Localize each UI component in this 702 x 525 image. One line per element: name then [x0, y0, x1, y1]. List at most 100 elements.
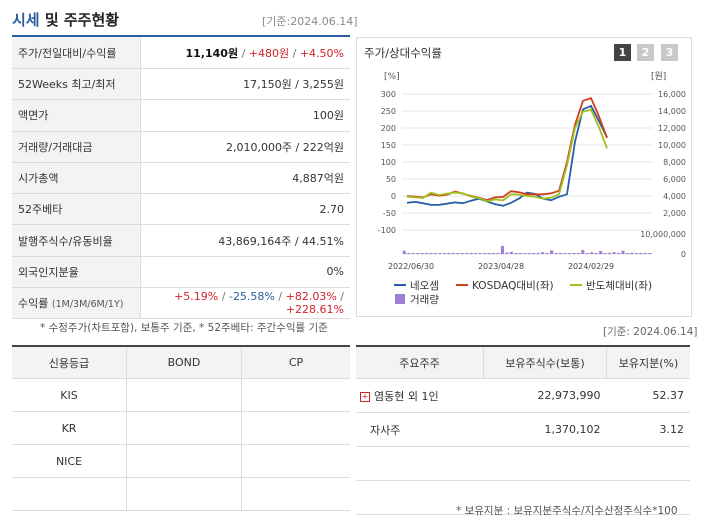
left-axis-ticks: 300 250 200 150 100 50 0 -50 -100 [378, 90, 396, 235]
reference-date: [기준:2024.06.14] [262, 15, 358, 28]
holder-header: 주요주주 [356, 346, 484, 379]
left-tick-label: 250 [381, 107, 396, 116]
volume-tick-label: 10,000,000 [640, 230, 686, 239]
quote-value: 4,887억원 [140, 162, 350, 195]
left-axis-unit: [%] [384, 72, 400, 82]
returns-label-periods: (1M/3M/6M/1Y) [51, 299, 124, 311]
right-tick-label: 8,000 [663, 158, 686, 167]
holder-name [356, 446, 484, 481]
holder-shares [483, 480, 607, 515]
volume-bar [554, 253, 558, 254]
volume-bar [451, 253, 455, 254]
left-tick-label: 0 [391, 192, 396, 201]
volume-bar [558, 253, 563, 254]
volume-bar [447, 253, 451, 254]
holder-name [356, 480, 484, 515]
holder-percent [606, 480, 690, 515]
volume-bar [424, 253, 429, 254]
table-row: KR [12, 411, 350, 445]
credit-header: BOND [126, 346, 242, 379]
table-row [12, 477, 350, 511]
holder-header: 보유주식수(보통) [483, 346, 607, 379]
left-tick-label: 100 [381, 158, 396, 167]
bond-rating [126, 444, 242, 478]
title-underline [12, 35, 350, 37]
right-tick-label: 12,000 [658, 124, 686, 133]
legend-label-volume: 거래량 [410, 294, 439, 306]
volume-bars [402, 245, 652, 254]
holder-name-text[interactable]: 염동현 외 1인 [374, 389, 439, 403]
credit-agency: NICE [12, 444, 127, 478]
right-axis-ticks: 16,000 14,000 12,000 10,000 8,000 6,000 4,000 2… [658, 90, 686, 218]
cp-rating [241, 477, 350, 511]
holder-header: 보유지분(%) [606, 346, 690, 379]
volume-bar [625, 253, 630, 254]
volume-bar [402, 250, 406, 254]
legend-label-semiconductor: 반도체대비(좌) [586, 280, 652, 292]
right-tick-label: 10,000 [658, 141, 686, 150]
volume-bar [407, 253, 411, 254]
credit-header: CP [241, 346, 350, 379]
quote-row-returns: 수익률 (1M/3M/6M/1Y) +5.19% / -25.58% / +82… [12, 287, 350, 320]
quote-row-price: 주가/전일대비/수익률 11,140원 / +480원 / +4.50% [12, 37, 350, 69]
holder-shares: 1,370,102 [483, 412, 607, 447]
volume-bar [594, 253, 598, 254]
quote-value: 43,869,164주 / 44.51% [140, 224, 350, 257]
chart-period-button-1[interactable]: 1 [614, 44, 631, 61]
quote-value: 100원 [140, 99, 350, 132]
right-tick-label: 4,000 [663, 192, 686, 201]
volume-bar [505, 252, 509, 254]
volume-bar [545, 253, 549, 254]
volume-bar [420, 253, 424, 254]
left-tick-label: 200 [381, 124, 396, 133]
volume-axis-ticks: 10,000,000 0 [640, 230, 686, 259]
volume-bar [581, 250, 585, 254]
section-title-accent: 시세 [12, 11, 40, 29]
holder-percent: 3.12 [606, 412, 690, 447]
x-tick-label: 2023/04/28 [478, 262, 524, 271]
return-1m: +5.19% [174, 290, 219, 304]
quote-label: 52Weeks 최고/최저 [12, 68, 141, 101]
chart-period-button-3[interactable]: 3 [661, 44, 678, 61]
quote-table: 주가/전일대비/수익률 11,140원 / +480원 / +4.50% 52W… [12, 37, 350, 320]
volume-bar [616, 253, 621, 254]
bond-rating [126, 378, 242, 412]
volume-bar [572, 253, 576, 254]
quote-footnote: * 수정주가(차트포함), 보통주 기준, * 52주베타: 주간수익률 기준 [40, 322, 328, 334]
quote-value: 2,010,000주 / 222억원 [140, 131, 350, 163]
quote-row-52w: 52Weeks 최고/최저 17,150원 / 3,255원 [12, 68, 350, 101]
chart-period-button-2[interactable]: 2 [637, 44, 654, 61]
volume-bar [523, 253, 527, 254]
quote-row-foreign: 외국인지분율 0% [12, 256, 350, 289]
cp-rating [241, 411, 350, 445]
volume-bar [599, 251, 603, 254]
volume-bar [585, 253, 589, 254]
table-row [356, 480, 690, 515]
right-tick-label: 6,000 [663, 175, 686, 184]
quote-label: 수익률 (1M/3M/6M/1Y) [12, 287, 141, 320]
quote-value: 2.70 [140, 193, 350, 226]
quote-label: 외국인지분율 [12, 256, 141, 289]
return-1y: +228.61% [285, 303, 344, 317]
table-row: 자사주 1,370,102 3.12 [356, 412, 690, 447]
return-6m: +82.03% [285, 290, 337, 304]
series-lines [406, 97, 608, 207]
major-shareholders-table: 주요주주 보유주식수(보통) 보유지분(%) + 염동현 외 1인 22,973,… [356, 345, 690, 515]
volume-bar [532, 253, 536, 254]
x-axis-ticks: 2022/06/30 2023/04/28 2024/02/29 [388, 262, 614, 271]
credit-header-row: 신용등급 BOND CP [12, 346, 350, 379]
credit-agency [12, 477, 127, 511]
holder-name: + 염동현 외 1인 [356, 378, 484, 413]
volume-bar [460, 253, 464, 254]
volume-bar [603, 253, 607, 254]
volume-bar [469, 253, 473, 254]
table-row: KIS [12, 378, 350, 412]
cp-rating [241, 444, 350, 478]
section-title: 시세 및 주주현황 [12, 9, 119, 30]
holder-reference-date: [기준: 2024.06.14] [603, 326, 698, 338]
quote-value: +5.19% / -25.58% / +82.03% / +228.61% [140, 287, 350, 320]
holder-name: 자사주 [356, 412, 484, 447]
current-price: 11,140원 [185, 46, 239, 60]
expand-icon[interactable]: + [360, 391, 370, 402]
holder-shares: 22,973,990 [483, 378, 607, 413]
